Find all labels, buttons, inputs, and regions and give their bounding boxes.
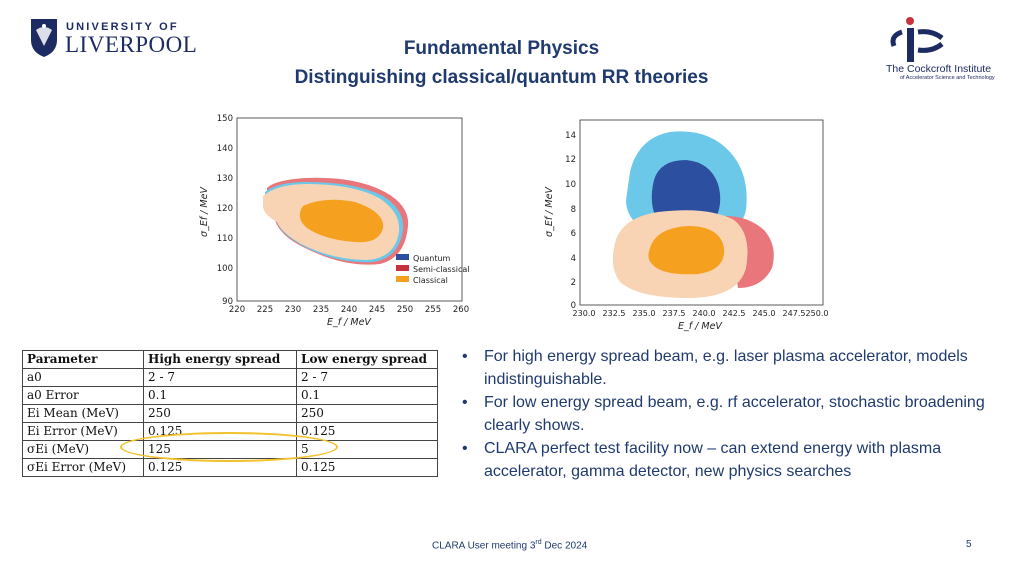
y-tick-label: 120	[217, 204, 233, 214]
contour-plot-low-spread: 14 12 10 8 6 4 2 0 230.0 232.5 235.0 237…	[544, 119, 829, 332]
table-cell: 0.125	[296, 458, 438, 477]
x-tick-label: 220	[229, 305, 245, 315]
y-tick-label: 10	[565, 180, 576, 190]
classical-inner-contour	[299, 199, 384, 243]
y-tick-label: 0	[571, 301, 576, 311]
table-cell: 0.1	[296, 386, 438, 405]
x-tick-label: 240.0	[693, 309, 716, 318]
footer-sup: rd	[535, 539, 542, 546]
y-tick-label: 12	[565, 155, 576, 165]
legend-swatch-classical	[396, 276, 409, 282]
table-row: Ei Mean (MeV) 250 250	[22, 404, 438, 423]
cockcroft-name-text: The Cockcroft Institute	[886, 63, 992, 75]
table-cell: 250	[296, 404, 438, 423]
page-number: 5	[966, 539, 972, 550]
x-tick-label: 260	[453, 305, 469, 315]
right-x-tick-labels: 230.0 232.5 235.0 237.5 240.0 242.5 245.…	[573, 309, 829, 318]
slide-title: Fundamental Physics	[403, 38, 600, 59]
liverpool-text: LIVERPOOL	[65, 32, 198, 57]
x-tick-label: 250	[397, 305, 413, 315]
table-cell: 0.1	[143, 386, 297, 405]
contour-regions	[263, 177, 409, 265]
footer-end: Dec 2024	[541, 540, 588, 552]
x-tick-label: 245	[369, 305, 385, 315]
contour-plot-high-spread: 150 140 130 120 110 100 90 220 225 230 2…	[199, 114, 470, 328]
y-tick-label: 110	[217, 234, 233, 244]
x-axis-label: E_f / MeV	[678, 321, 723, 332]
y-tick-label: 8	[571, 205, 576, 215]
table-row: a0 2 - 7 2 - 7	[22, 368, 438, 387]
legend-swatch-semi-classical	[396, 265, 409, 271]
y-tick-label: 4	[571, 254, 576, 264]
table-cell: Ei Error (MeV)	[22, 422, 144, 441]
list-item: CLARA perfect test facility now – can ex…	[460, 437, 1000, 483]
y-tick-label: 90	[222, 297, 233, 307]
university-of-liverpool-logo: UNIVERSITY OF LIVERPOOL	[30, 18, 197, 64]
footer-main: CLARA User meeting 3	[432, 540, 536, 552]
x-tick-label: 255	[425, 305, 441, 315]
x-tick-label: 230	[285, 305, 301, 315]
legend-label-classical: Classical	[413, 276, 448, 285]
x-tick-label: 230.0	[573, 309, 596, 318]
legend-label-quantum: Quantum	[413, 254, 451, 263]
x-tick-label: 240	[341, 305, 357, 315]
legend: Quantum Semi-classical Classical	[396, 254, 470, 285]
cockcroft-institute-logo: The Cockcroft Institute of Accelerator S…	[884, 16, 996, 82]
x-tick-label: 235.0	[633, 309, 656, 318]
table-header-row: Parameter High energy spread Low energy …	[22, 350, 438, 369]
list-item: For high energy spread beam, e.g. laser …	[460, 345, 1000, 391]
x-tick-label: 225	[257, 305, 273, 315]
bullet-list: For high energy spread beam, e.g. laser …	[460, 345, 1000, 483]
x-tick-label: 235	[313, 305, 329, 315]
right-y-tick-labels: 14 12 10 8 6 4 2 0	[565, 131, 576, 311]
y-tick-label: 140	[217, 144, 233, 154]
table-row: σEi Error (MeV) 0.125 0.125	[22, 458, 438, 477]
quantum-inner-contour	[651, 160, 721, 222]
table-cell: a0	[22, 368, 144, 387]
table-cell: σEi Error (MeV)	[22, 458, 144, 477]
x-tick-label: 242.5	[723, 309, 746, 318]
y-tick-label: 100	[217, 264, 233, 274]
y-tick-label: 14	[565, 131, 576, 141]
classical-inner-contour	[648, 226, 725, 275]
university-of-text: UNIVERSITY OF	[66, 21, 179, 33]
y-axis-label: σ_Ef / MeV	[544, 186, 555, 237]
table-cell: 250	[143, 404, 297, 423]
x-tick-label: 245.0	[753, 309, 776, 318]
x-tick-label: 237.5	[663, 309, 686, 318]
left-y-tick-labels: 150 140 130 120 110 100 90	[217, 114, 233, 307]
table-cell: 2 - 7	[143, 368, 297, 387]
y-tick-label: 130	[217, 174, 233, 184]
cockcroft-subtitle-text: of Accelerator Science and Technology	[900, 75, 995, 81]
table-cell: a0 Error	[22, 386, 144, 405]
table-cell: Ei Mean (MeV)	[22, 404, 144, 423]
footer-text: CLARA User meeting 3rd Dec 2024	[432, 539, 587, 551]
table-row: a0 Error 0.1 0.1	[22, 386, 438, 405]
column-header: Parameter	[22, 350, 144, 369]
column-header: Low energy spread	[296, 350, 438, 369]
y-tick-label: 6	[571, 229, 576, 239]
x-axis-label: E_f / MeV	[327, 317, 372, 328]
list-item: For low energy spread beam, e.g. rf acce…	[460, 391, 1000, 437]
x-tick-label: 232.5	[603, 309, 626, 318]
x-tick-label: 247.5	[783, 309, 806, 318]
legend-label-semi-classical: Semi-classical	[413, 265, 470, 274]
x-tick-label: 250.0	[806, 309, 829, 318]
liverpool-crest-icon	[31, 19, 57, 57]
parameter-table: Parameter High energy spread Low energy …	[22, 350, 438, 477]
y-tick-label: 2	[571, 278, 576, 288]
legend-swatch-quantum	[396, 254, 409, 260]
contour-regions	[612, 131, 774, 298]
y-tick-label: 150	[217, 114, 233, 124]
slide-subtitle: Distinguishing classical/quantum RR theo…	[294, 67, 709, 88]
y-axis-label: σ_Ef / MeV	[199, 186, 210, 237]
left-x-tick-labels: 220 225 230 235 240 245 250 255 260	[229, 305, 469, 315]
sigma-row-highlight	[120, 432, 338, 462]
cockcroft-mark-icon	[890, 17, 944, 62]
column-header: High energy spread	[143, 350, 297, 369]
table-cell: 2 - 7	[296, 368, 438, 387]
